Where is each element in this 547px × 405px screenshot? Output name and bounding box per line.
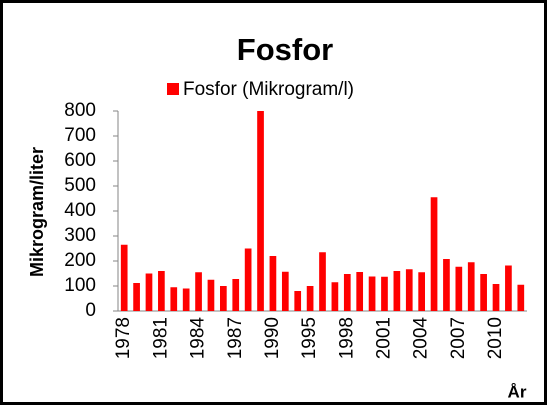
bar — [281, 271, 289, 311]
bar — [467, 262, 475, 311]
y-tick-label: 100 — [64, 275, 96, 296]
bar — [170, 287, 178, 311]
y-tick-label: 200 — [64, 250, 96, 271]
bar — [368, 276, 376, 311]
bar — [492, 284, 500, 311]
y-tick-label: 600 — [64, 150, 96, 171]
y-tick-label: 700 — [64, 125, 96, 146]
bar — [381, 276, 388, 311]
legend-key — [167, 83, 179, 95]
y-tick-label: 800 — [64, 100, 96, 121]
bar — [480, 274, 487, 311]
x-tick-label: 2001 — [373, 317, 394, 359]
bar — [232, 279, 240, 311]
x-tick-label: 1978 — [113, 317, 134, 359]
x-tick-label: 2007 — [448, 317, 469, 359]
bar — [133, 283, 140, 311]
bar — [430, 197, 438, 311]
bar — [195, 272, 202, 311]
bar — [356, 272, 364, 311]
bar — [182, 288, 190, 311]
bar — [405, 269, 413, 311]
bar — [455, 266, 463, 311]
bar — [331, 282, 339, 311]
x-tick-label: 1984 — [188, 317, 209, 360]
y-axis-label: Mikrogram/liter — [27, 147, 47, 277]
bar — [505, 265, 512, 311]
bar — [393, 271, 401, 311]
y-tick-label: 400 — [64, 200, 96, 221]
bar — [244, 248, 252, 311]
bar — [220, 286, 227, 311]
x-tick-label: 1981 — [150, 317, 171, 359]
bar — [343, 274, 351, 311]
x-tick-label: 1990 — [262, 317, 283, 359]
x-tick-label: 1995 — [299, 317, 320, 359]
bar — [443, 259, 450, 311]
y-tick-label: 500 — [64, 175, 96, 196]
bar — [158, 271, 165, 311]
bar — [145, 273, 153, 311]
x-axis-label: År — [508, 382, 527, 401]
bar — [418, 272, 425, 311]
chart-title: Fosfor — [237, 32, 333, 67]
bar — [319, 252, 326, 311]
bar — [207, 279, 215, 311]
legend-label: Fosfor (Mikrogram/l) — [183, 79, 354, 100]
bar — [269, 256, 277, 311]
y-tick-label: 0 — [85, 300, 96, 321]
x-tick-label: 1998 — [336, 317, 357, 359]
x-tick-label: 2010 — [485, 317, 506, 359]
bar — [294, 291, 302, 311]
bar — [257, 111, 264, 311]
bar — [306, 286, 314, 311]
x-tick-label: 2004 — [411, 317, 432, 360]
bar — [517, 284, 525, 311]
y-tick-label: 300 — [64, 225, 96, 246]
x-tick-label: 1987 — [225, 317, 246, 359]
bar — [120, 244, 128, 311]
